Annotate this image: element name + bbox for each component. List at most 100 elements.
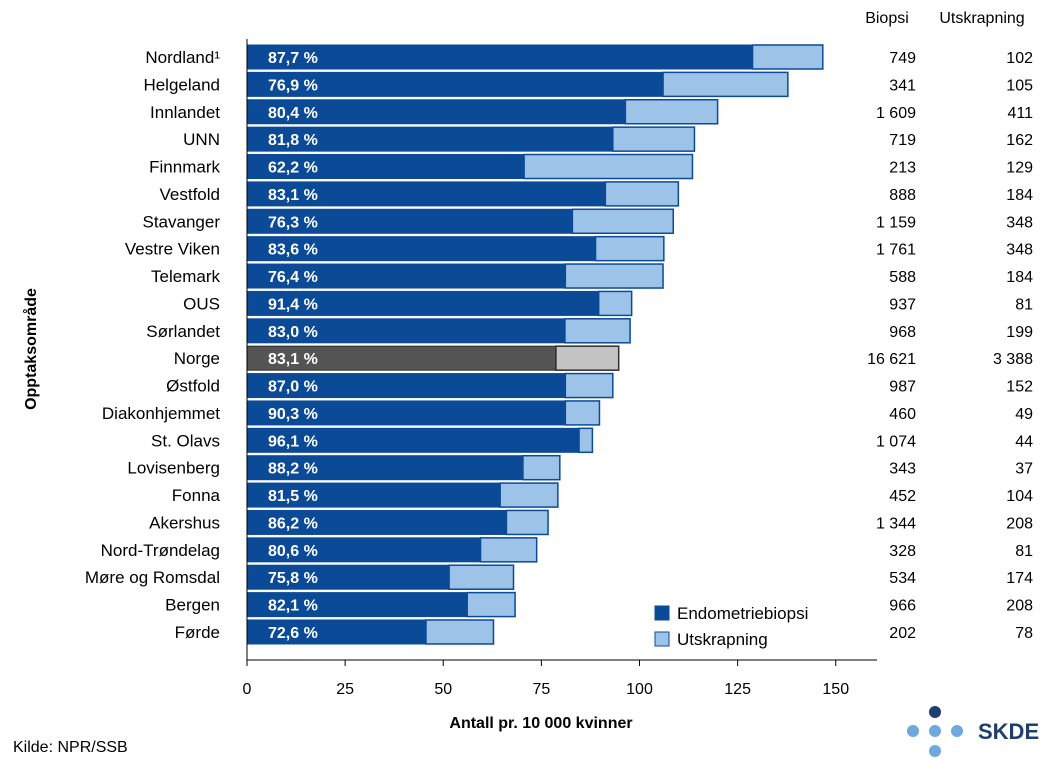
bar-biopsi-førde <box>246 619 427 645</box>
table-biopsi-diakonhjemmet: 460 <box>889 406 916 423</box>
table-utskrapning-lovisenberg: 37 <box>1015 461 1033 478</box>
category-label-bergen: Bergen <box>165 596 220 615</box>
bar-biopsi-nordland <box>246 44 754 70</box>
data-label-vestfold: 83,1 % <box>268 187 318 204</box>
table-biopsi-nordland: 749 <box>889 50 916 67</box>
data-label-ous: 91,4 % <box>268 296 318 313</box>
table-utskrapning-telemark: 184 <box>1006 269 1033 286</box>
data-label-stavanger: 76,3 % <box>268 214 318 231</box>
bar-biopsi-østfold <box>246 373 566 399</box>
table-biopsi-østfold: 987 <box>889 379 916 396</box>
data-label-fonna: 81,5 % <box>268 488 318 505</box>
category-label-norge: Norge <box>174 349 220 368</box>
bar-biopsi-innlandet <box>246 99 626 125</box>
y-axis-label: Opptaksområde <box>22 288 40 410</box>
category-label-helgeland: Helgeland <box>143 75 220 94</box>
data-label-telemark: 76,4 % <box>268 269 318 286</box>
bar-utskrapning-vestfold <box>604 181 680 207</box>
table-biopsi-st-olavs: 1 074 <box>876 433 916 450</box>
data-label-helgeland: 76,9 % <box>268 77 318 94</box>
table-utskrapning-møre-og-romsdal: 174 <box>1006 570 1033 587</box>
data-label-nordland: 87,7 % <box>268 50 318 67</box>
table-utskrapning-vestfold: 184 <box>1006 187 1033 204</box>
table-utskrapning-nord-trøndelag: 81 <box>1015 543 1033 560</box>
table-biopsi-norge: 16 621 <box>867 351 916 368</box>
legend-label-endometriebiopsi: Endometriebiopsi <box>677 604 808 623</box>
data-label-førde: 72,6 % <box>268 625 318 642</box>
table-utskrapning-norge: 3 388 <box>993 351 1033 368</box>
data-label-møre-og-romsdal: 75,8 % <box>268 570 318 587</box>
bar-utskrapning-stavanger <box>571 208 675 235</box>
category-label-diakonhjemmet: Diakonhjemmet <box>102 404 220 423</box>
bar-utskrapning-akershus <box>505 509 549 536</box>
bar-utskrapning-bergen <box>466 591 516 618</box>
table-utskrapning-st-olavs: 44 <box>1015 433 1033 450</box>
source-note: Kilde: NPR/SSB <box>13 739 128 756</box>
table-biopsi-innlandet: 1 609 <box>876 105 916 122</box>
data-label-innlandet: 80,4 % <box>268 105 318 122</box>
data-label-vestre-viken: 83,6 % <box>268 242 318 259</box>
table-utskrapning-helgeland: 105 <box>1006 77 1033 94</box>
data-label-unn: 81,8 % <box>268 132 318 149</box>
legend: Endometriebiopsi Utskrapning <box>654 604 808 649</box>
bar-biopsi-st-olavs <box>246 427 580 453</box>
bar-biopsi-bergen <box>246 592 468 618</box>
table-layer: 749 102 341 105 1 609 411 719 162 213 129 888 184 1 … <box>867 50 1033 642</box>
category-label-fonna: Fonna <box>172 486 221 505</box>
table-biopsi-lovisenberg: 343 <box>889 461 916 478</box>
data-label-norge: 83,1 % <box>268 351 318 368</box>
bar-biopsi-diakonhjemmet <box>246 400 566 426</box>
table-utskrapning-unn: 162 <box>1006 132 1033 149</box>
bar-utskrapning-unn <box>612 126 696 152</box>
bar-utskrapning-ous <box>597 290 633 317</box>
bar-biopsi-møre-og-romsdal <box>246 564 450 590</box>
category-label-sørlandet: Sørlandet <box>146 322 220 341</box>
x-tick-label-150: 150 <box>822 681 849 698</box>
bar-utskrapning-østfold <box>564 372 614 399</box>
bar-utskrapning-fonna <box>499 482 559 508</box>
data-label-østfold: 87,0 % <box>268 379 318 396</box>
table-biopsi-fonna: 452 <box>889 488 916 505</box>
table-utskrapning-fonna: 104 <box>1006 488 1033 505</box>
bar-utskrapning-lovisenberg <box>522 454 561 481</box>
bar-utskrapning-diakonhjemmet <box>564 400 601 426</box>
table-biopsi-helgeland: 341 <box>889 77 916 94</box>
data-label-lovisenberg: 88,2 % <box>268 461 318 478</box>
bar-biopsi-helgeland <box>246 71 664 97</box>
category-label-nord-trøndelag: Nord-Trøndelag <box>101 541 220 560</box>
table-biopsi-stavanger: 1 159 <box>876 214 916 231</box>
data-label-st-olavs: 96,1 % <box>268 433 318 450</box>
table-biopsi-ous: 937 <box>889 296 916 313</box>
category-label-akershus: Akershus <box>149 513 220 532</box>
bar-utskrapning-st-olavs <box>578 427 594 454</box>
table-utskrapning-bergen: 208 <box>1006 598 1033 615</box>
bar-utskrapning-innlandet <box>624 99 719 125</box>
x-tick-label-100: 100 <box>626 681 653 698</box>
table-biopsi-vestre-viken: 1 761 <box>876 242 916 259</box>
data-label-sørlandet: 83,0 % <box>268 324 318 341</box>
category-label-vestre-viken: Vestre Viken <box>125 240 220 259</box>
x-axis-label: Antall pr. 10 000 kvinner <box>449 715 632 732</box>
data-label-akershus: 86,2 % <box>268 515 318 532</box>
x-axis: 0 25 50 75 100 125 150 <box>243 39 877 698</box>
bar-utskrapning-nordland <box>751 44 824 70</box>
x-tick-label-0: 0 <box>243 681 252 698</box>
category-label-stavanger: Stavanger <box>143 212 221 231</box>
legend-swatch-endometriebiopsi <box>654 605 670 621</box>
table-utskrapning-stavanger: 348 <box>1006 214 1033 231</box>
table-utskrapning-ous: 81 <box>1015 296 1033 313</box>
bar-biopsi-vestre-viken <box>246 236 597 262</box>
category-label-finnmark: Finnmark <box>149 158 220 177</box>
legend-label-utskrapning: Utskrapning <box>677 630 768 649</box>
bar-utskrapning-sørlandet <box>564 318 631 344</box>
table-biopsi-unn: 719 <box>889 132 916 149</box>
table-biopsi-nord-trøndelag: 328 <box>889 543 916 560</box>
table-biopsi-sørlandet: 968 <box>889 324 916 341</box>
table-utskrapning-akershus: 208 <box>1006 515 1033 532</box>
category-label-nordland: Nordland¹ <box>145 48 220 67</box>
data-label-bergen: 82,1 % <box>268 598 318 615</box>
category-label-unn: UNN <box>183 130 220 149</box>
data-label-nord-trøndelag: 80,6 % <box>268 543 318 560</box>
category-label-telemark: Telemark <box>151 267 220 286</box>
